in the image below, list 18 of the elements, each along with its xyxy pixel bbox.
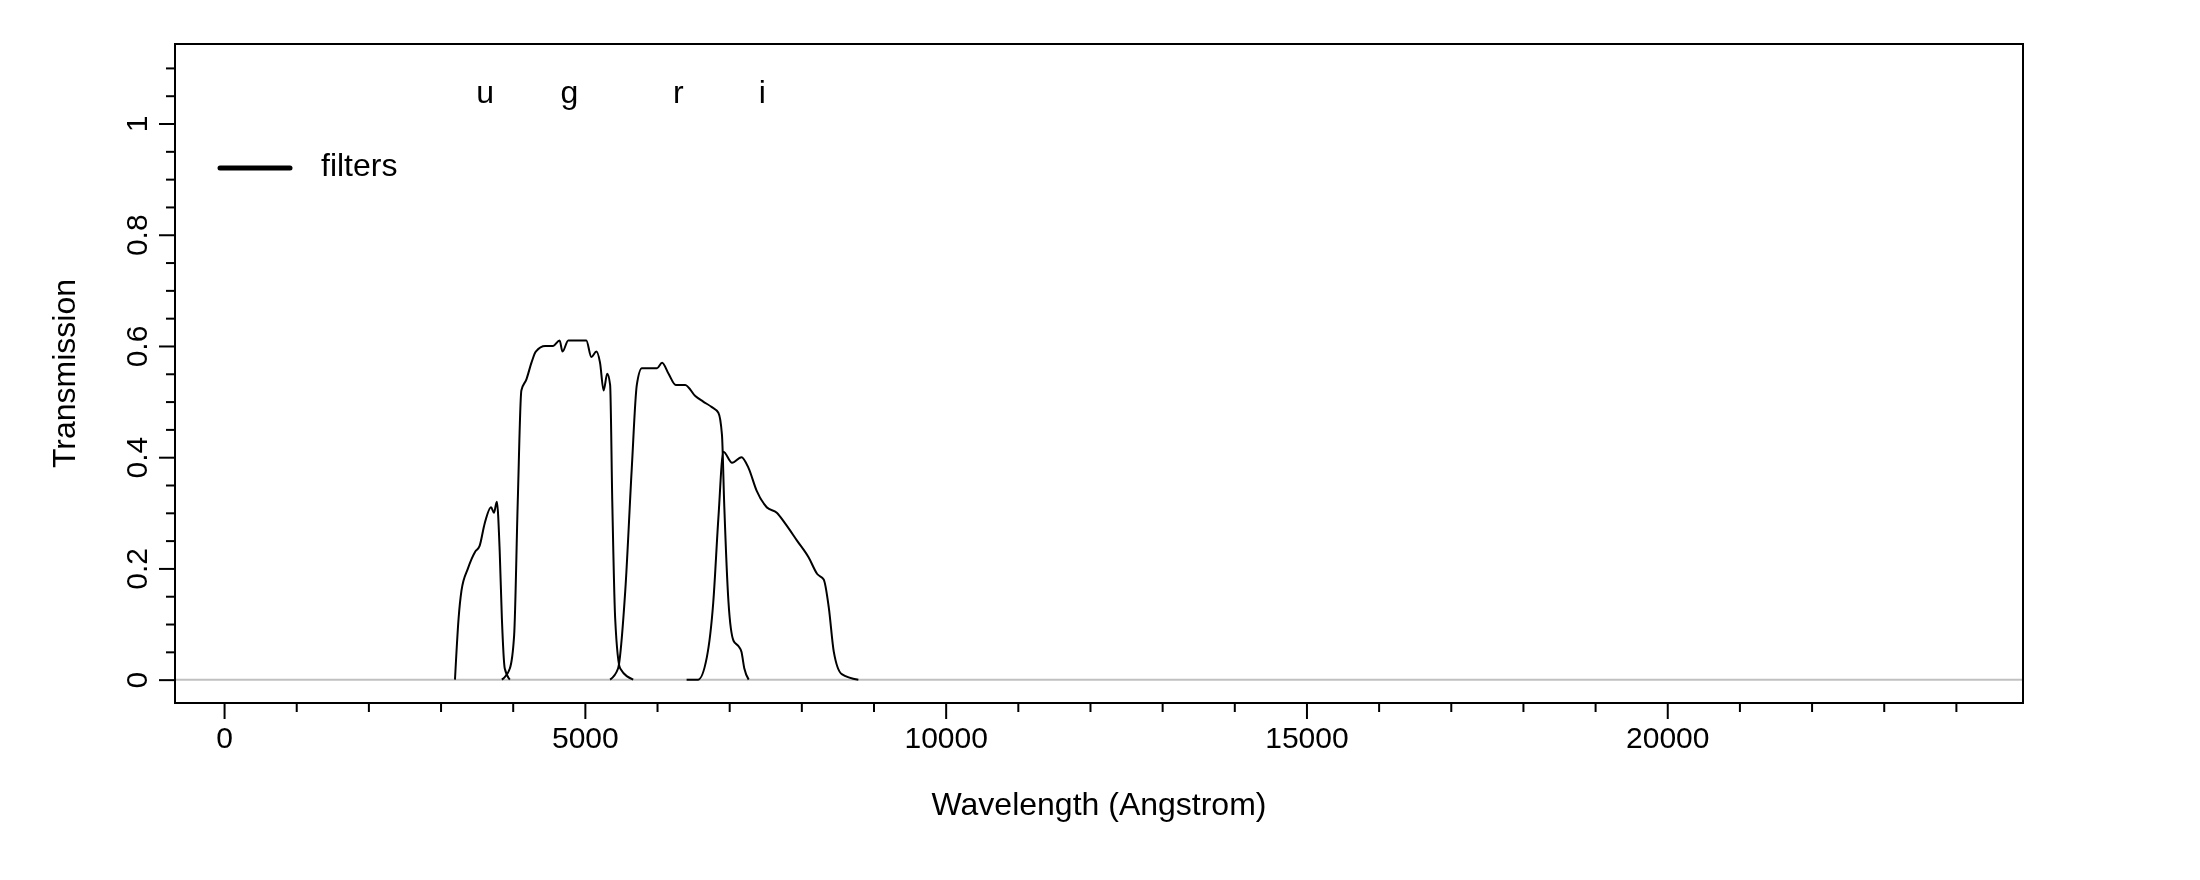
x-tick-label: 10000: [904, 721, 988, 755]
x-axis-title: Wavelength (Angstrom): [931, 786, 1267, 822]
x-tick-label: 0: [216, 721, 233, 755]
y-tick-label: 1: [120, 115, 153, 133]
x-tick-label: 15000: [1265, 721, 1349, 755]
annotation: i: [758, 74, 766, 111]
y-axis-title: Transmission: [46, 278, 82, 469]
legend-label: filters: [321, 147, 398, 184]
x-tick-label: 5000: [551, 721, 619, 755]
y-tick-label: 0.8: [120, 214, 153, 257]
y-tick-label: 0: [120, 671, 153, 689]
y-tick-label: 0.4: [120, 436, 153, 479]
x-tick-label: 20000: [1626, 721, 1710, 755]
y-tick-label: 0.6: [120, 325, 153, 368]
annotation: u: [476, 74, 494, 111]
annotation: g: [560, 74, 579, 111]
y-tick-label: 0.2: [120, 548, 153, 590]
annotation: r: [673, 74, 685, 111]
